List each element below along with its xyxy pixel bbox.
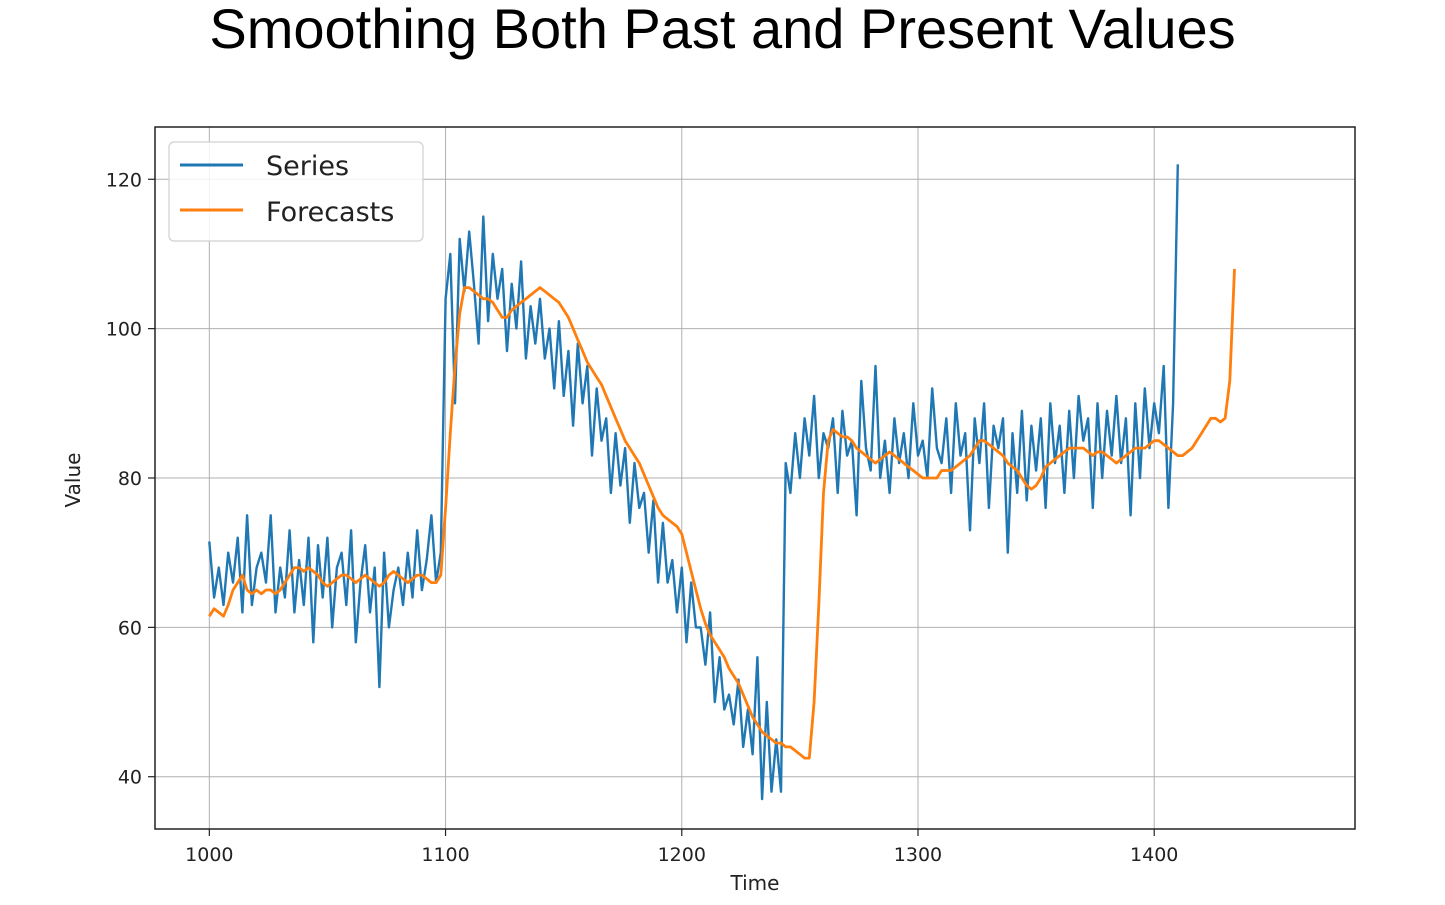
x-tick-label: 1400 (1130, 844, 1178, 866)
legend: Series Forecasts (168, 141, 424, 242)
y-tick-label: 100 (106, 319, 142, 341)
y-axis: 40 60 80 100 120 (106, 169, 155, 789)
x-tick-label: 1200 (658, 844, 706, 866)
series-line-series (208, 164, 1179, 801)
y-tick-label: 40 (118, 767, 142, 789)
page-title: Smoothing Both Past and Present Values (209, 0, 1236, 60)
legend-label-series: Series (266, 151, 349, 182)
legend-label-forecasts: Forecasts (266, 197, 394, 228)
y-tick-label: 120 (106, 169, 142, 191)
x-tick-label: 1100 (421, 844, 469, 866)
legend-box (168, 141, 424, 242)
grid-lines (155, 127, 1355, 829)
series-line-forecasts (208, 268, 1236, 760)
x-axis: 1000 1100 1200 1300 1400 (185, 829, 1178, 866)
x-tick-label: 1300 (894, 844, 942, 866)
x-tick-label: 1000 (185, 844, 233, 866)
series-lines (208, 164, 1236, 801)
y-axis-label: Value (61, 453, 85, 508)
y-tick-label: 60 (118, 617, 142, 639)
y-tick-label: 80 (118, 468, 142, 490)
x-axis-label: Time (730, 871, 780, 895)
